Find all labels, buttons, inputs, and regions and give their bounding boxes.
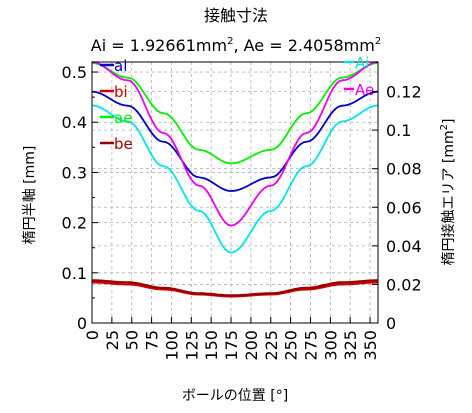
y-tick-label-right: 0.1: [386, 121, 411, 140]
x-tick-label: 25: [103, 330, 122, 350]
x-tick-label: 300: [321, 330, 340, 361]
x-tick-label: 200: [242, 330, 261, 361]
legend-label-Ai: Ai: [355, 54, 369, 72]
legend-label-bi: bi: [114, 83, 128, 101]
series-line-Ai: [91, 104, 379, 254]
chart-title: 接触寸法: [204, 6, 268, 25]
series-line-ae: [91, 62, 379, 165]
ylabel-right-superscript: 2: [439, 124, 450, 130]
x-tick-label: 150: [202, 330, 221, 361]
y-tick-label-right: 0.08: [386, 160, 422, 179]
y-tick-label-right: 0.12: [386, 83, 422, 102]
x-tick-label: 325: [341, 330, 360, 361]
series-line-ai: [91, 90, 379, 192]
y-axis-label-left: 楕円半軸 [mm]: [21, 146, 38, 245]
x-axis-label: ボールの位置 [°]: [182, 388, 288, 404]
y-tick-label-left: 0.1: [62, 264, 87, 283]
legend-label-ai: ai: [114, 57, 127, 75]
y-axis-label-right: 楕円接触エリア [mm2]: [439, 118, 457, 265]
legend-label-ae: ae: [114, 109, 132, 127]
plot-frame: [91, 61, 379, 324]
y-tick-label-right: 0.02: [386, 275, 422, 294]
subtitle-superscript-2: 2: [375, 36, 381, 47]
legend: ai bi ae be Ai Ae: [100, 54, 374, 153]
chart-subtitle: Ai = 1.92661mm2, Ae = 2.4058mm2: [91, 36, 381, 55]
x-tick-label: 275: [301, 330, 320, 361]
y-tick-label-left: 0: [77, 314, 87, 333]
subtitle-superscript-1: 2: [227, 36, 233, 47]
series-line-Ae: [91, 61, 379, 227]
x-tick-label: 50: [123, 330, 142, 350]
series-layer: [91, 61, 379, 298]
x-tick-label: 250: [282, 330, 301, 361]
legend-label-Ae: Ae: [355, 81, 374, 99]
y-tick-label-right: 0.04: [386, 237, 422, 256]
y-tick-label-left: 0.3: [62, 163, 87, 182]
ylabel-right-part-2: ]: [441, 118, 457, 123]
x-tick-label: 175: [222, 330, 241, 361]
subtitle-part-1: Ai = 1.92661mm: [91, 36, 227, 55]
y-tick-label-left: 0.4: [62, 113, 87, 132]
y-tick-label-right: 0: [386, 314, 396, 333]
x-tick-label: 125: [182, 330, 201, 361]
x-tick-label: 225: [262, 330, 281, 361]
x-tick-label: 75: [143, 330, 162, 350]
x-tick-label: 350: [361, 330, 380, 361]
x-tick-label: 0: [83, 330, 102, 340]
ticks: 0 25 50 75 100 125 150 175 200 225 250 275 300 325 350…: [62, 63, 422, 361]
y-tick-label-right: 0.06: [386, 198, 422, 217]
series-line-be: [91, 279, 379, 297]
subtitle-part-2: , Ae = 2.4058mm: [233, 36, 374, 55]
legend-label-be: be: [114, 135, 133, 153]
ylabel-right-part-1: 楕円接触エリア [mm: [440, 130, 457, 265]
y-tick-label-left: 0.2: [62, 214, 87, 233]
y-tick-label-left: 0.5: [62, 63, 87, 82]
x-tick-label: 100: [162, 330, 181, 361]
